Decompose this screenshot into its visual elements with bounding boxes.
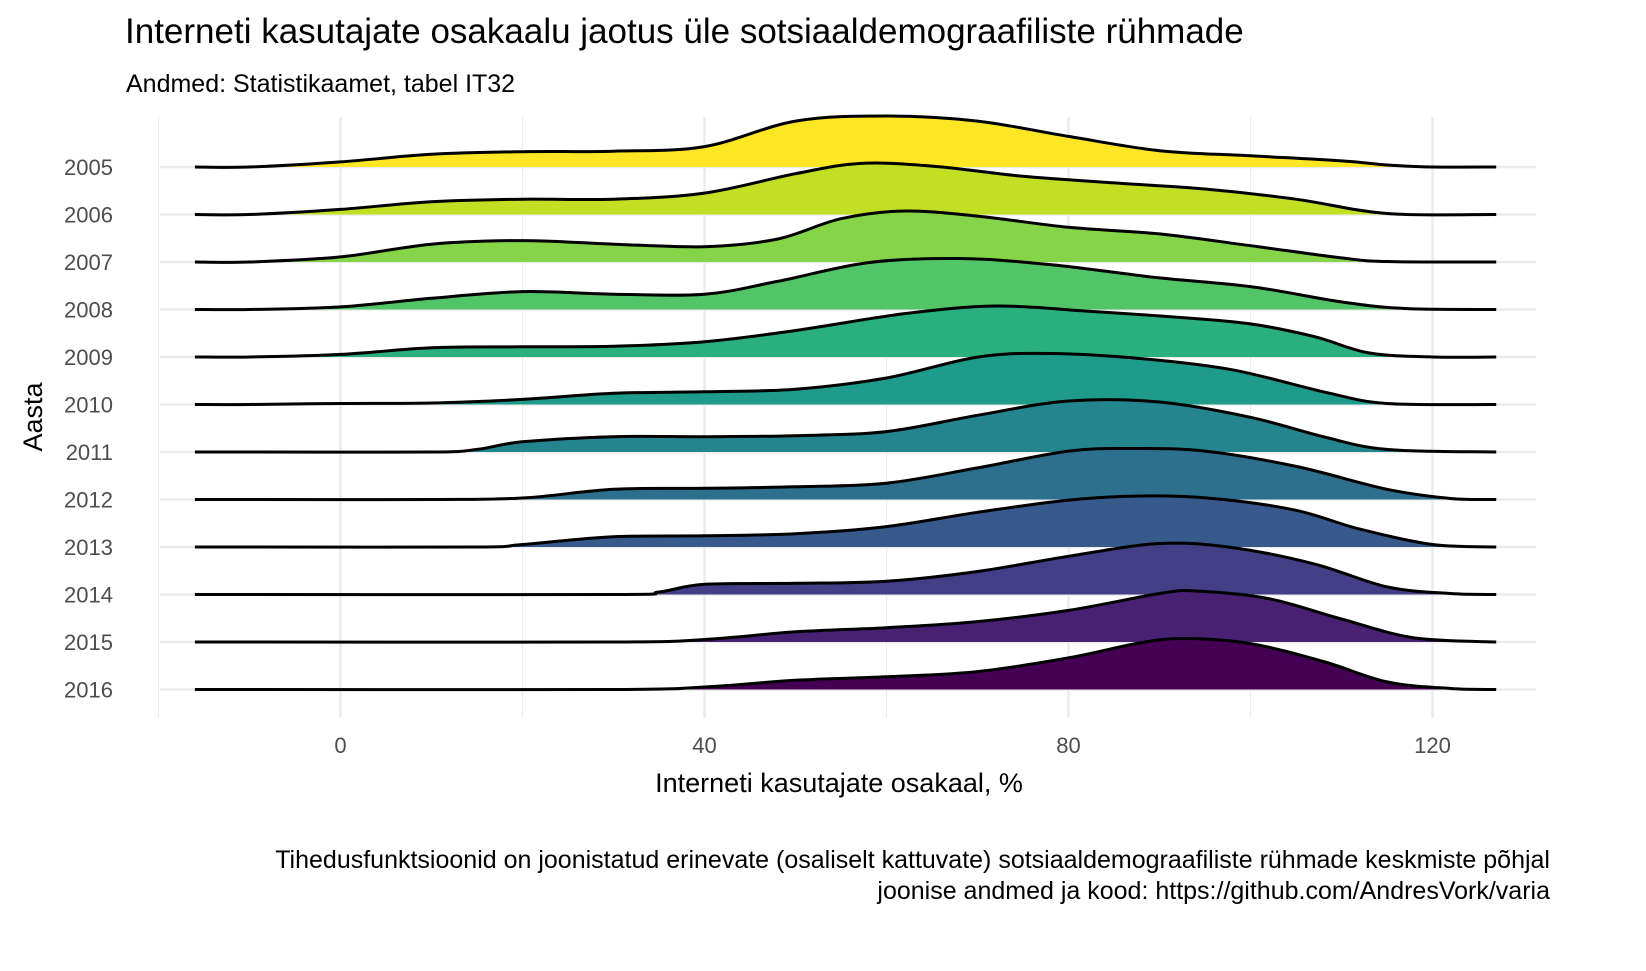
x-tick-label: 0 bbox=[334, 733, 346, 758]
ridge-2013 bbox=[194, 494, 1497, 549]
ridge-2008 bbox=[194, 256, 1497, 312]
y-tick-label: 2007 bbox=[64, 250, 113, 275]
y-axis-label: Aasta bbox=[18, 381, 48, 451]
chart-title: Interneti kasutajate osakaalu jaotus üle… bbox=[125, 12, 1244, 51]
y-tick-label: 2014 bbox=[64, 583, 113, 608]
y-tick-label: 2009 bbox=[64, 345, 113, 370]
ridge-fill bbox=[194, 495, 1497, 548]
ridge-2015 bbox=[194, 589, 1497, 644]
ridge-outline bbox=[194, 541, 1497, 597]
y-tick-label: 2016 bbox=[64, 678, 113, 703]
y-tick-label: 2011 bbox=[66, 440, 113, 465]
x-tick-label: 120 bbox=[1414, 733, 1451, 758]
ridge-fill bbox=[194, 258, 1497, 310]
ridge-outline bbox=[194, 209, 1497, 264]
y-tick-label: 2005 bbox=[64, 155, 113, 180]
x-tick-labels: 0 40 80 120 bbox=[334, 733, 1450, 758]
ridge-2006 bbox=[194, 161, 1497, 217]
ridge-fill bbox=[194, 353, 1497, 405]
ridge-outline bbox=[194, 114, 1497, 169]
ridge-2007 bbox=[194, 209, 1497, 264]
ridge-outline bbox=[194, 446, 1497, 502]
ridge-outline bbox=[194, 161, 1497, 217]
ridge-fill bbox=[194, 210, 1497, 263]
ridge-fill bbox=[194, 590, 1497, 643]
ridge-2010 bbox=[194, 351, 1497, 407]
ridge-outline bbox=[194, 304, 1497, 359]
y-tick-label: 2006 bbox=[64, 203, 113, 228]
ridge-fill bbox=[194, 305, 1497, 358]
ridge-fill bbox=[194, 543, 1497, 595]
ridge-outline bbox=[194, 636, 1497, 692]
x-tick-label: 80 bbox=[1056, 733, 1080, 758]
x-axis-label: Interneti kasutajate osakaal, % bbox=[655, 768, 1023, 798]
caption-line-2: joonise andmed ja kood: https://github.c… bbox=[877, 877, 1550, 905]
ridge-series bbox=[194, 114, 1497, 692]
chart-subtitle: Andmed: Statistikaamet, tabel IT32 bbox=[126, 70, 516, 98]
ridge-2014 bbox=[194, 541, 1497, 597]
y-tick-labels: 2005 2006 2007 2008 2009 2010 2011 2012 2013 2014… bbox=[64, 155, 113, 703]
x-tick-label: 40 bbox=[692, 733, 716, 758]
ridge-outline bbox=[194, 256, 1497, 312]
ridge-fill bbox=[194, 448, 1497, 500]
ridge-outline bbox=[194, 398, 1497, 454]
ridge-fill bbox=[194, 116, 1497, 168]
ridge-fill bbox=[194, 638, 1497, 690]
ridge-2005 bbox=[194, 114, 1497, 169]
y-tick-label: 2012 bbox=[64, 488, 113, 513]
y-tick-label: 2008 bbox=[64, 298, 113, 323]
ridge-fill bbox=[194, 163, 1497, 215]
ridge-2009 bbox=[194, 304, 1497, 359]
y-tick-label: 2010 bbox=[64, 393, 113, 418]
ridge-2012 bbox=[194, 446, 1497, 502]
caption-line-1: Tihedusfunktsioonid on joonistatud erine… bbox=[275, 846, 1550, 874]
y-tick-label: 2015 bbox=[64, 630, 113, 655]
ridge-outline bbox=[194, 589, 1497, 644]
y-tick-label: 2013 bbox=[64, 535, 113, 560]
ridge-outline bbox=[194, 351, 1497, 407]
ridge-outline bbox=[194, 494, 1497, 549]
ridge-2016 bbox=[194, 636, 1497, 692]
ridge-2011 bbox=[194, 398, 1497, 454]
ridge-fill bbox=[194, 399, 1497, 453]
